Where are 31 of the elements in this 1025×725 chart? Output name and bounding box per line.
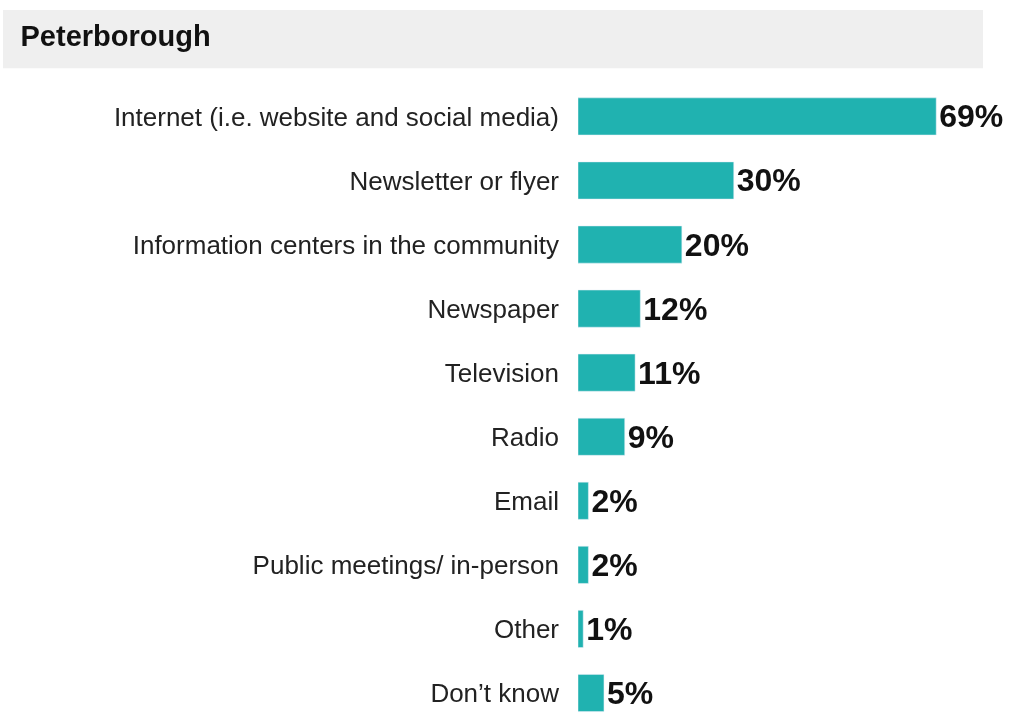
y-tick-label: Other <box>493 614 560 645</box>
bar <box>578 481 589 520</box>
y-tick-label: Internet (i.e. website and social media) <box>113 101 559 132</box>
data-label: 2% <box>591 482 638 519</box>
bar <box>578 546 589 584</box>
y-tick-label: Radio <box>491 421 559 452</box>
y-tick-label: Newspaper <box>427 293 560 324</box>
y-tick-label: Public meetings/ in-person <box>252 549 559 580</box>
data-label: 12% <box>643 290 708 327</box>
bar <box>578 674 605 712</box>
data-label: 11% <box>638 354 701 391</box>
bar <box>578 353 636 392</box>
bar <box>578 289 641 328</box>
data-label: 30% <box>736 162 801 199</box>
y-tick-label: Television <box>444 357 559 388</box>
data-label: 1% <box>586 610 633 647</box>
bar <box>578 610 584 648</box>
bar <box>578 417 625 456</box>
bar <box>578 161 734 200</box>
y-tick-label: Email <box>493 485 559 516</box>
y-tick-label: Information centers in the community <box>132 229 559 260</box>
bar <box>578 97 937 136</box>
text: Peterborough <box>20 20 211 53</box>
y-tick-label: Newsletter or flyer <box>349 165 560 196</box>
bar <box>578 225 683 264</box>
data-label: 69% <box>939 98 1004 135</box>
data-label: 2% <box>591 546 638 583</box>
data-label: 20% <box>684 226 749 263</box>
data-label: 5% <box>606 674 654 711</box>
data-label: 9% <box>627 418 674 455</box>
y-tick-label: Don’t know <box>430 678 560 709</box>
